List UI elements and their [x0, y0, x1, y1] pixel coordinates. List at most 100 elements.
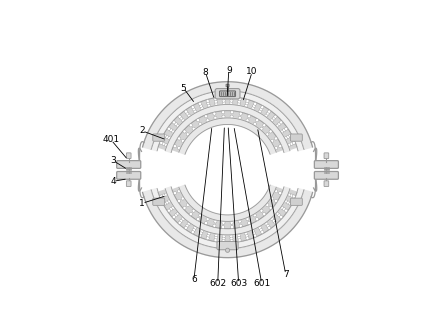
- Circle shape: [199, 232, 202, 235]
- Circle shape: [167, 209, 170, 212]
- Circle shape: [269, 206, 272, 209]
- Circle shape: [171, 206, 174, 209]
- Circle shape: [180, 219, 183, 222]
- Circle shape: [268, 226, 271, 229]
- Circle shape: [183, 206, 186, 209]
- Circle shape: [192, 108, 195, 111]
- Text: 3: 3: [110, 156, 116, 165]
- Circle shape: [245, 235, 248, 238]
- FancyBboxPatch shape: [117, 161, 141, 168]
- Circle shape: [199, 122, 202, 126]
- Text: 9: 9: [226, 66, 232, 75]
- Circle shape: [174, 214, 177, 217]
- Circle shape: [283, 129, 286, 132]
- FancyBboxPatch shape: [324, 181, 329, 186]
- Text: 2: 2: [139, 126, 145, 135]
- Circle shape: [246, 99, 249, 103]
- Circle shape: [274, 190, 278, 193]
- Circle shape: [269, 130, 272, 133]
- Text: 10: 10: [246, 68, 258, 76]
- Circle shape: [178, 137, 181, 140]
- Circle shape: [230, 225, 234, 228]
- Circle shape: [204, 115, 207, 118]
- Circle shape: [288, 193, 291, 196]
- Circle shape: [261, 106, 264, 109]
- Circle shape: [186, 133, 189, 136]
- Circle shape: [186, 112, 189, 115]
- FancyBboxPatch shape: [226, 84, 229, 87]
- Text: 5: 5: [181, 84, 186, 93]
- Circle shape: [268, 110, 271, 113]
- Circle shape: [169, 129, 172, 132]
- Circle shape: [214, 100, 218, 103]
- Circle shape: [285, 136, 288, 139]
- Circle shape: [253, 232, 256, 235]
- Circle shape: [258, 110, 262, 113]
- Circle shape: [239, 224, 242, 227]
- Circle shape: [176, 124, 179, 127]
- Circle shape: [214, 220, 217, 223]
- Circle shape: [271, 139, 274, 142]
- Circle shape: [178, 146, 181, 150]
- FancyBboxPatch shape: [153, 198, 165, 205]
- Circle shape: [271, 218, 274, 221]
- Circle shape: [165, 135, 168, 138]
- Circle shape: [187, 222, 190, 225]
- Circle shape: [260, 209, 263, 212]
- Circle shape: [252, 107, 255, 110]
- Circle shape: [230, 97, 233, 100]
- FancyBboxPatch shape: [219, 91, 236, 96]
- FancyBboxPatch shape: [290, 198, 302, 205]
- Circle shape: [280, 121, 283, 124]
- Circle shape: [263, 124, 266, 127]
- Circle shape: [278, 122, 281, 126]
- Circle shape: [272, 117, 275, 120]
- Circle shape: [255, 119, 258, 122]
- Circle shape: [289, 134, 292, 137]
- Circle shape: [253, 104, 256, 108]
- Circle shape: [237, 102, 240, 106]
- Circle shape: [165, 201, 168, 204]
- Circle shape: [272, 219, 275, 222]
- Polygon shape: [143, 190, 313, 258]
- Circle shape: [171, 130, 174, 133]
- Circle shape: [172, 121, 175, 124]
- Circle shape: [246, 119, 249, 122]
- Circle shape: [222, 111, 225, 114]
- Polygon shape: [179, 185, 276, 221]
- Polygon shape: [172, 187, 283, 229]
- Circle shape: [197, 119, 200, 122]
- Circle shape: [192, 228, 195, 232]
- Polygon shape: [143, 82, 313, 149]
- Circle shape: [230, 235, 233, 238]
- Circle shape: [292, 141, 295, 144]
- Circle shape: [162, 142, 165, 145]
- Circle shape: [206, 119, 209, 122]
- Circle shape: [186, 224, 189, 227]
- Circle shape: [198, 234, 202, 237]
- FancyBboxPatch shape: [153, 134, 165, 141]
- Circle shape: [167, 127, 170, 130]
- Circle shape: [281, 130, 284, 133]
- Circle shape: [189, 212, 192, 216]
- Circle shape: [260, 127, 263, 130]
- Circle shape: [230, 221, 233, 224]
- Circle shape: [180, 117, 183, 120]
- Circle shape: [192, 127, 195, 130]
- Circle shape: [254, 102, 257, 106]
- Circle shape: [292, 195, 295, 198]
- Circle shape: [274, 115, 277, 118]
- Circle shape: [238, 239, 241, 242]
- Circle shape: [246, 217, 249, 220]
- Circle shape: [172, 215, 175, 218]
- Circle shape: [261, 230, 264, 234]
- Polygon shape: [179, 118, 276, 154]
- Circle shape: [285, 127, 288, 130]
- Circle shape: [207, 235, 210, 238]
- Text: 602: 602: [209, 279, 226, 288]
- Circle shape: [260, 108, 263, 111]
- FancyBboxPatch shape: [117, 171, 141, 179]
- Circle shape: [239, 112, 242, 115]
- Circle shape: [230, 101, 233, 104]
- Circle shape: [192, 209, 195, 212]
